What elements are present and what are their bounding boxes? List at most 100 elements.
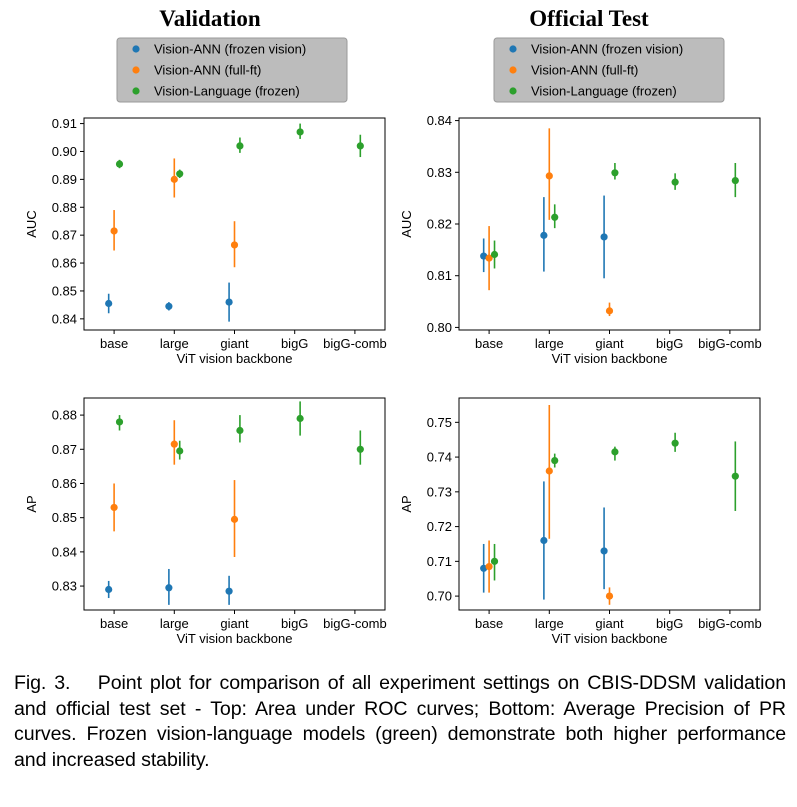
data-point [600, 233, 608, 241]
data-point [611, 169, 619, 177]
y-tick-label: 0.90 [52, 144, 77, 159]
data-point [490, 557, 499, 565]
data-point [230, 241, 239, 249]
x-tick-label: base [475, 336, 503, 351]
data-point [480, 564, 488, 572]
panel-title: Official Test [529, 6, 649, 31]
x-tick-label: giant [220, 336, 249, 351]
legend: Vision-ANN (frozen vision) Vision-ANN (fu… [116, 37, 348, 103]
legend-label: Vision-ANN (frozen vision) [154, 42, 306, 57]
x-tick-label: large [535, 336, 564, 351]
data-point [225, 587, 233, 595]
plot-frame [458, 117, 761, 331]
data-point [236, 426, 244, 435]
data-point [671, 439, 679, 447]
legend-label: Vision-Language (frozen) [531, 84, 677, 99]
data-point [236, 142, 244, 150]
x-tick-label: bigG-comb [323, 336, 387, 351]
x-tick-label: base [100, 616, 128, 631]
x-tick-label: large [160, 336, 189, 351]
figure-caption: Fig. 3. Point plot for comparison of all… [14, 672, 786, 771]
x-tick-label: giant [595, 616, 624, 631]
y-axis-label: AP [24, 495, 39, 512]
data-point [611, 448, 619, 456]
data-point [230, 515, 239, 523]
legend-marker [509, 66, 517, 74]
data-point [671, 178, 679, 186]
data-point [731, 176, 739, 185]
y-tick-label: 0.82 [427, 217, 452, 232]
y-tick-label: 0.83 [52, 579, 77, 594]
x-tick-label: bigG [656, 336, 683, 351]
data-point [225, 298, 233, 306]
x-tick-label: bigG [281, 336, 308, 351]
x-tick-label: bigG-comb [323, 616, 387, 631]
data-point [356, 445, 364, 453]
legend-marker [509, 45, 517, 53]
y-tick-label: 0.84 [52, 544, 77, 559]
y-tick-label: 0.85 [52, 510, 77, 525]
x-axis-label: ViT vision backbone [177, 351, 293, 366]
x-tick-label: bigG [281, 616, 308, 631]
data-point [115, 418, 124, 426]
data-point [176, 447, 184, 455]
data-point [540, 536, 548, 545]
data-point [176, 170, 184, 178]
legend-box [493, 37, 725, 103]
x-axis-label: ViT vision backbone [177, 631, 293, 646]
data-point [731, 472, 739, 480]
x-tick-label: base [475, 616, 503, 631]
y-tick-label: 0.83 [427, 165, 452, 180]
legend-box [116, 37, 348, 103]
x-tick-label: large [535, 616, 564, 631]
panel-title: Validation [159, 6, 261, 31]
y-tick-label: 0.71 [427, 554, 452, 569]
x-tick-label: large [160, 616, 189, 631]
data-point [170, 175, 178, 183]
data-point [170, 440, 178, 448]
y-tick-label: 0.72 [427, 519, 452, 534]
y-tick-label: 0.85 [52, 283, 77, 298]
data-point [545, 467, 553, 475]
y-tick-label: 0.88 [52, 200, 77, 215]
y-axis-label: AUC [24, 210, 39, 237]
x-tick-label: base [100, 336, 128, 351]
y-tick-label: 0.84 [52, 311, 77, 326]
x-tick-label: giant [595, 336, 624, 351]
panel-4: 0.70 0.71 0.72 0.73 0.74 0.75 base large giant bi… [399, 397, 762, 646]
y-tick-label: 0.87 [52, 442, 77, 457]
data-point [551, 456, 559, 465]
data-point [551, 213, 559, 221]
legend-marker [132, 66, 140, 74]
data-point [480, 252, 488, 260]
y-tick-label: 0.88 [52, 408, 77, 423]
data-point [605, 592, 614, 600]
panel-2: Official Test 0.80 0.81 0.82 0.83 0.84 base lar… [399, 6, 762, 366]
data-point [490, 250, 499, 259]
y-tick-label: 0.87 [52, 228, 77, 243]
data-point [105, 299, 113, 308]
x-tick-label: giant [220, 616, 249, 631]
legend-marker [132, 87, 140, 95]
legend: Vision-ANN (frozen vision) Vision-ANN (fu… [493, 37, 725, 103]
data-point [296, 128, 304, 136]
legend-label: Vision-Language (frozen) [154, 84, 300, 99]
legend-marker [132, 45, 140, 53]
figure: Validation 0.84 0.85 0.86 0.87 0.88 0.89 0.90 0.… [24, 6, 762, 646]
legend-marker [509, 87, 517, 95]
data-point [110, 227, 118, 235]
y-tick-label: 0.73 [427, 484, 452, 499]
y-tick-label: 0.86 [52, 476, 77, 491]
x-axis-label: ViT vision backbone [552, 351, 668, 366]
y-tick-label: 0.84 [427, 113, 452, 128]
data-point [105, 585, 113, 594]
x-axis-label: ViT vision backbone [552, 631, 668, 646]
plot-frame [458, 397, 761, 611]
y-tick-label: 0.80 [427, 320, 452, 335]
y-tick-label: 0.89 [52, 172, 77, 187]
data-point [356, 142, 364, 150]
y-tick-label: 0.74 [427, 450, 452, 465]
data-point [110, 503, 118, 512]
data-point [485, 562, 493, 571]
y-axis-label: AP [399, 495, 414, 512]
